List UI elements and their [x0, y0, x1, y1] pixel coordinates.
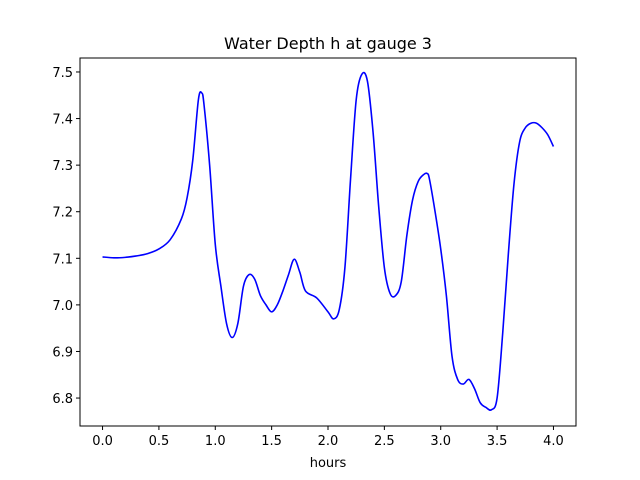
- x-axis: 0.0 0.5 1.0 1.5 2.0 2.5 3.0 3.5 4.0: [92, 426, 564, 449]
- y-tick-label: 7.5: [52, 66, 73, 81]
- x-tick-label: 3.0: [430, 434, 451, 449]
- x-tick-label: 1.0: [205, 434, 226, 449]
- x-tick-label: 2.5: [374, 434, 395, 449]
- y-tick-label: 7.3: [52, 159, 73, 174]
- x-tick-label: 4.0: [543, 434, 564, 449]
- y-tick-label: 6.8: [52, 392, 73, 407]
- y-axis: 6.8 6.9 7.0 7.1 7.2 7.3 7.4 7.5: [52, 66, 80, 407]
- y-tick-label: 7.2: [52, 206, 73, 221]
- x-axis-label: hours: [310, 456, 347, 471]
- y-tick-label: 7.1: [52, 252, 73, 267]
- series-line: [102, 71, 555, 411]
- x-tick-label: 3.5: [487, 434, 508, 449]
- x-tick-label: 0.0: [92, 434, 113, 449]
- x-tick-label: 0.5: [149, 434, 170, 449]
- y-tick-label: 7.4: [52, 113, 73, 128]
- plot-frame: [79, 57, 577, 427]
- x-tick-label: 1.5: [261, 434, 282, 449]
- y-tick-label: 7.0: [52, 299, 73, 314]
- x-tick-label: 2.0: [318, 434, 339, 449]
- plot-area: [102, 71, 555, 411]
- chart-title: Water Depth h at gauge 3: [224, 34, 432, 53]
- y-tick-label: 6.9: [52, 345, 73, 360]
